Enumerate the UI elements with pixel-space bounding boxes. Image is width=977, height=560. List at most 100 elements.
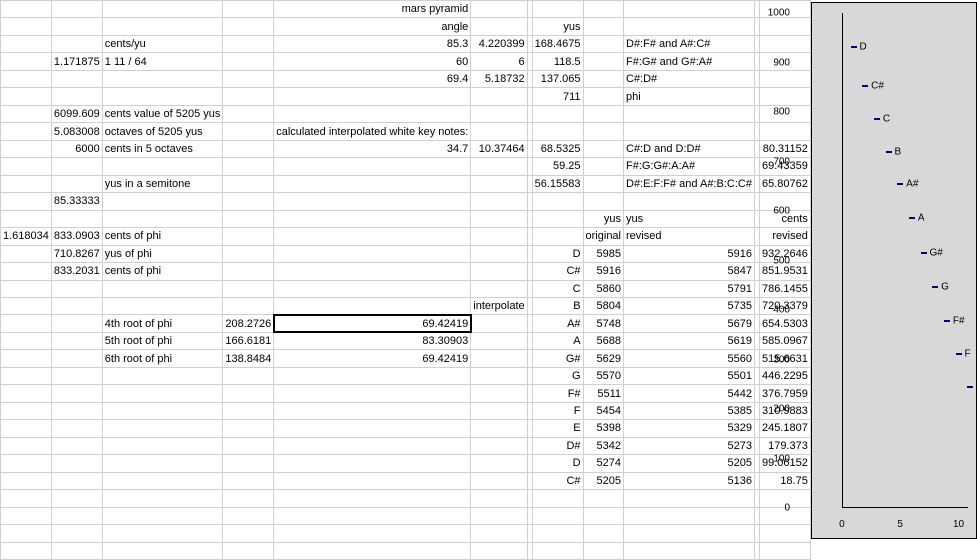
cell[interactable]: [223, 437, 274, 454]
cell[interactable]: [223, 402, 274, 419]
cell[interactable]: [223, 105, 274, 122]
cell[interactable]: C: [532, 280, 583, 297]
cell[interactable]: [471, 385, 527, 402]
cell[interactable]: D#:F# and A#:C#: [624, 35, 755, 52]
cell[interactable]: cents in 5 octaves: [102, 140, 223, 157]
cell[interactable]: [274, 367, 471, 384]
cell[interactable]: [102, 88, 223, 105]
cell[interactable]: 585.0967: [759, 332, 810, 349]
cell[interactable]: [1, 245, 52, 262]
cell[interactable]: [1, 332, 52, 349]
cell[interactable]: [51, 525, 102, 542]
cell[interactable]: [471, 175, 527, 192]
cell[interactable]: [471, 123, 527, 140]
cell[interactable]: 65.80762: [759, 175, 810, 192]
cell[interactable]: revised: [624, 228, 755, 245]
cell[interactable]: 6th root of phi: [102, 350, 223, 367]
cell[interactable]: 6000: [51, 140, 102, 157]
cell[interactable]: [102, 472, 223, 489]
cell[interactable]: [532, 490, 583, 507]
cell[interactable]: 34.7: [274, 140, 471, 157]
cell[interactable]: 138.8484: [223, 350, 274, 367]
cell[interactable]: [1, 175, 52, 192]
cell[interactable]: 59.25: [532, 158, 583, 175]
cell[interactable]: [471, 280, 527, 297]
cell[interactable]: [274, 228, 471, 245]
cell[interactable]: [471, 420, 527, 437]
cell[interactable]: 56.15583: [532, 175, 583, 192]
cell[interactable]: [102, 210, 223, 227]
cell[interactable]: cents of phi: [102, 228, 223, 245]
cell[interactable]: [51, 350, 102, 367]
cell[interactable]: [274, 88, 471, 105]
cell[interactable]: [223, 542, 274, 559]
cell[interactable]: D: [532, 245, 583, 262]
cell[interactable]: 69.42419: [274, 315, 471, 332]
cell[interactable]: [274, 158, 471, 175]
cell[interactable]: [1, 193, 52, 210]
cell[interactable]: [471, 437, 527, 454]
cell[interactable]: 5847: [624, 263, 755, 280]
cell[interactable]: [1, 507, 52, 524]
cell[interactable]: [223, 420, 274, 437]
cell[interactable]: calculated interpolated white key notes:: [274, 123, 471, 140]
cell[interactable]: [1, 315, 52, 332]
cell[interactable]: [102, 525, 223, 542]
cell[interactable]: [274, 210, 471, 227]
cell[interactable]: [51, 332, 102, 349]
cell[interactable]: [51, 385, 102, 402]
cell[interactable]: 245.1807: [759, 420, 810, 437]
cell[interactable]: [471, 193, 527, 210]
cell[interactable]: [102, 1, 223, 18]
cell[interactable]: [532, 525, 583, 542]
cell[interactable]: F#:G# and G#:A#: [624, 53, 755, 70]
cell[interactable]: 18.75: [759, 472, 810, 489]
cell[interactable]: [532, 210, 583, 227]
cell[interactable]: D: [532, 455, 583, 472]
cell[interactable]: [274, 472, 471, 489]
cell[interactable]: 85.33333: [51, 193, 102, 210]
cell[interactable]: [759, 70, 810, 87]
cell[interactable]: [223, 297, 274, 314]
cell[interactable]: [583, 105, 623, 122]
cell[interactable]: 5501: [624, 367, 755, 384]
cell[interactable]: [624, 193, 755, 210]
cell[interactable]: [1, 70, 52, 87]
cell[interactable]: 118.5: [532, 53, 583, 70]
cell[interactable]: [51, 455, 102, 472]
cell[interactable]: [759, 35, 810, 52]
cell[interactable]: 446.2295: [759, 367, 810, 384]
cell[interactable]: [1, 18, 52, 35]
cell[interactable]: [102, 420, 223, 437]
cell[interactable]: angle: [274, 18, 471, 35]
cell[interactable]: 1 11 / 64: [102, 53, 223, 70]
cell[interactable]: [223, 525, 274, 542]
cell[interactable]: [583, 507, 623, 524]
cell[interactable]: [102, 385, 223, 402]
cell[interactable]: [274, 542, 471, 559]
cell[interactable]: 5688: [583, 332, 623, 349]
cell[interactable]: [102, 455, 223, 472]
cell[interactable]: C#:D#: [624, 70, 755, 87]
cell[interactable]: [759, 525, 810, 542]
cell[interactable]: [223, 455, 274, 472]
cell[interactable]: yus of phi: [102, 245, 223, 262]
cell[interactable]: [223, 385, 274, 402]
cell[interactable]: [51, 297, 102, 314]
cell[interactable]: [471, 542, 527, 559]
cell[interactable]: 6: [471, 53, 527, 70]
cell[interactable]: 5748: [583, 315, 623, 332]
cell[interactable]: [51, 472, 102, 489]
cell[interactable]: 376.7959: [759, 385, 810, 402]
cell[interactable]: [759, 542, 810, 559]
cell[interactable]: [624, 18, 755, 35]
cell[interactable]: [51, 402, 102, 419]
cell[interactable]: [51, 542, 102, 559]
cell[interactable]: [102, 193, 223, 210]
cell[interactable]: 5804: [583, 297, 623, 314]
cell[interactable]: [1, 210, 52, 227]
cell[interactable]: [223, 245, 274, 262]
cell[interactable]: [223, 490, 274, 507]
cell[interactable]: 60: [274, 53, 471, 70]
cell[interactable]: [1, 525, 52, 542]
